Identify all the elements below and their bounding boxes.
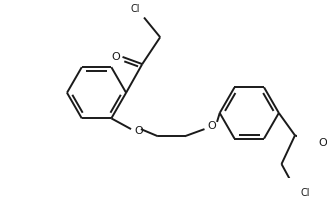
Text: O: O (207, 121, 216, 131)
Text: Cl: Cl (130, 4, 140, 14)
Text: O: O (135, 126, 144, 136)
Text: O: O (318, 138, 327, 148)
Text: O: O (111, 52, 120, 62)
Text: Cl: Cl (300, 188, 310, 197)
